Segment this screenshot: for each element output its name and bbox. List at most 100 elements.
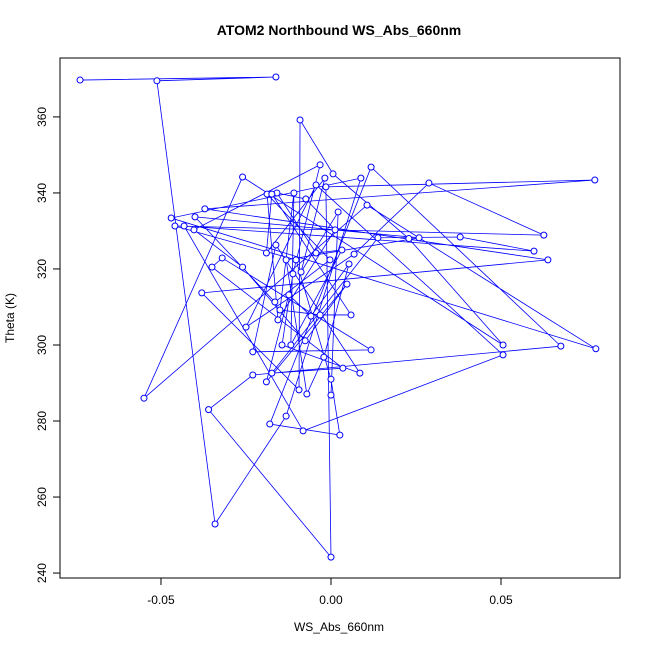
y-tick-label: 260 [35,487,49,507]
data-point [322,183,330,191]
chart-title: ATOM2 Northbound WS_Abs_660nm [217,22,462,38]
data-point [302,195,310,203]
data-point [180,222,188,230]
data-point [301,337,309,345]
data-point [327,391,335,399]
data-point [591,176,599,184]
data-point [326,256,334,264]
y-tick-label: 300 [35,335,49,355]
y-tick-label: 280 [35,411,49,431]
data-point [327,375,335,383]
data-point [297,268,305,276]
x-axis-label: WS_Abs_660nm [294,620,384,634]
y-tick-label: 240 [35,563,49,583]
data-point [272,241,280,249]
data-line [80,76,597,559]
data-point [316,311,324,319]
data-point [272,73,280,81]
data-point [249,348,257,356]
data-point [167,214,175,222]
data-point [191,213,199,221]
data-point [331,226,339,234]
data-point [499,351,507,359]
data-point [278,341,286,349]
data-point [336,431,344,439]
data-point [242,323,250,331]
data-point [266,420,274,428]
data-point [405,235,413,243]
data-point [347,311,355,319]
data-point [205,406,213,414]
data-point [268,190,276,198]
x-tick-label: 0.00 [319,593,343,607]
data-point [295,386,303,394]
data-point [339,364,347,372]
data-point [316,161,324,169]
data-point [287,341,295,349]
data-point [456,233,464,241]
data-point [201,205,209,213]
data-point [540,231,548,239]
plot-frame [59,57,621,579]
data-point [327,553,335,561]
data-point [140,394,148,402]
data-point [374,234,382,242]
data-point [592,345,600,353]
y-tick-label: 340 [35,183,49,203]
data-point [415,234,423,242]
data-point [198,289,206,297]
x-tick-label: -0.05 [147,593,175,607]
data-point [171,222,179,230]
data-point [296,116,304,124]
data-point [76,76,84,84]
data-point [282,412,290,420]
data-point [211,520,219,528]
x-tick-label: 0.05 [489,593,513,607]
data-point [350,250,358,258]
data-point [329,170,337,178]
data-point [274,316,282,324]
data-point [299,427,307,435]
y-tick-label: 320 [35,259,49,279]
data-point [239,173,247,181]
data-point [312,181,320,189]
data-point [334,208,342,216]
data-point [363,201,371,209]
data-point [544,256,552,264]
data-point [343,280,351,288]
data-point [367,346,375,354]
data-point [268,369,276,377]
data-point [338,246,346,254]
data-point [218,254,226,262]
data-point [356,369,364,377]
data-point [289,270,297,278]
data-point [292,256,300,264]
data-point [290,189,298,197]
data-point [307,312,315,320]
data-point [153,77,161,85]
data-point [190,226,198,234]
data-point [262,378,270,386]
data-point [557,342,565,350]
data-point [530,247,538,255]
data-point [320,353,328,361]
data-point [321,174,329,182]
data-point [208,263,216,271]
data-point [425,179,433,187]
data-point [271,298,279,306]
data-point [357,174,365,182]
data-point [303,390,311,398]
data-point [249,371,257,379]
data-point [262,249,270,257]
data-point [282,256,290,264]
data-point [499,341,507,349]
data-point [239,263,247,271]
data-point [345,260,353,268]
data-point [367,163,375,171]
data-point [312,249,320,257]
data-point [285,291,293,299]
y-tick-label: 360 [35,107,49,127]
y-axis-label: Theta (K) [3,293,17,343]
